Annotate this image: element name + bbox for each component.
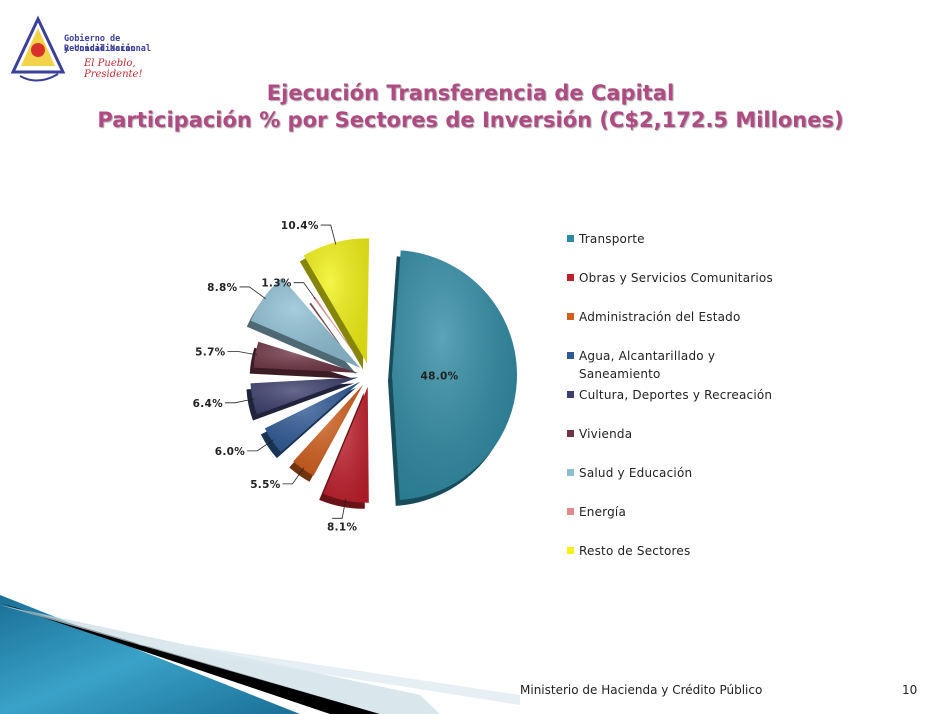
legend-swatch (567, 430, 574, 437)
footer-ministry: Ministerio de Hacienda y Crédito Público (520, 683, 763, 697)
legend-swatch (567, 313, 574, 320)
government-logo: Gobierno de Reconciliación y Unidad Naci… (8, 14, 183, 84)
legend-label: Agua, Alcantarillado y (579, 349, 716, 363)
pie-data-label: 5.5% (250, 479, 281, 491)
leader-line (247, 439, 274, 452)
legend-label: Vivienda (579, 427, 633, 441)
legend-swatch (567, 235, 574, 242)
pie-slice-highlight (303, 238, 370, 364)
footer-decoration (0, 595, 520, 714)
pie-data-label: 8.1% (327, 521, 358, 533)
legend-swatch (567, 274, 574, 281)
legend-label: Cultura, Deportes y Recreación (579, 388, 773, 402)
pie-data-label: 6.0% (215, 446, 246, 458)
pie-data-label: 1.3% (261, 278, 292, 290)
legend-label-continued: Saneamiento (579, 367, 661, 381)
leader-line (332, 498, 347, 519)
pie-data-label: 5.7% (195, 346, 226, 358)
leader-line (320, 224, 337, 245)
slide-title: Ejecución Transferencia de Capital Parti… (0, 80, 941, 134)
pie-slice-highlight (391, 250, 518, 500)
pie-chart: 48.0% 8.1% 5.5% 6.0% 6.4% 5.7% 8.8% 1.3% 10.4% (193, 220, 518, 533)
legend-label: Energía (579, 505, 626, 519)
pie-slice-highlight (264, 381, 361, 453)
pie-slice-highlight (323, 386, 369, 503)
pie-data-label: 10.4% (281, 220, 319, 232)
pie-slice-highlight (253, 341, 359, 373)
legend-swatch (567, 508, 574, 515)
pie-slice-highlight (293, 384, 364, 476)
legend-label: Administración del Estado (579, 310, 741, 324)
logo-line1: Gobierno de Reconciliación (64, 34, 136, 54)
legend-swatch (567, 547, 574, 554)
leader-line (227, 350, 258, 356)
legend-label: Salud y Educación (579, 466, 693, 480)
leader-line (293, 282, 316, 300)
legend-swatch (567, 391, 574, 398)
logo-line2: y Unidad Nacional (64, 44, 151, 54)
pie-slice-highlight (313, 296, 363, 366)
page-number: 10 (902, 683, 918, 697)
pie-data-label: 48.0% (421, 370, 459, 382)
logo-triangle-icon (10, 15, 66, 82)
legend-label: Resto de Sectores (579, 544, 691, 558)
logo-slogan: El Pueblo, Presidente! (84, 58, 143, 80)
leader-line (282, 467, 305, 485)
leader-line (224, 398, 255, 404)
pie-leader-lines (224, 224, 347, 519)
pie-slice-highlight (250, 377, 359, 415)
pie-data-label: 8.8% (207, 282, 238, 294)
title-line1: Ejecución Transferencia de Capital (266, 81, 675, 105)
leader-line (239, 286, 266, 300)
pie-data-label: 6.4% (193, 398, 224, 410)
pie-slice-highlight (250, 277, 361, 368)
legend-swatch (567, 352, 574, 359)
pie-slices (250, 238, 518, 503)
pie-labels: 48.0% 8.1% 5.5% 6.0% 6.4% 5.7% 8.8% 1.3% 10.4% (193, 220, 459, 533)
title-line2: Participación % por Sectores de Inversió… (97, 108, 844, 132)
legend-swatch (567, 469, 574, 476)
legend-label: Transporte (579, 232, 645, 246)
legend-label: Obras y Servicios Comunitarios (579, 271, 773, 285)
